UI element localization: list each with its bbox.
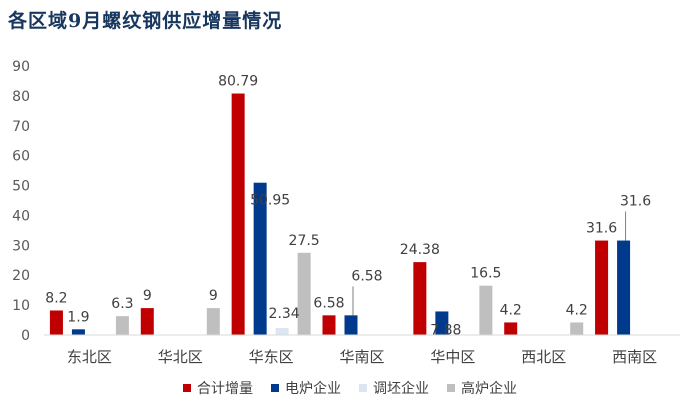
bar (49, 310, 63, 335)
data-label: 80.79 (218, 74, 258, 90)
legend: 合计增量 电炉企业 调坯企业 高炉企业 (0, 378, 700, 398)
bar (231, 93, 245, 335)
y-tick-label: 60 (12, 149, 30, 165)
y-tick-label: 30 (12, 238, 30, 254)
data-label: 9 (209, 288, 218, 304)
legend-label: 调坯企业 (373, 381, 429, 397)
legend-item: 高炉企业 (447, 378, 517, 398)
x-tick-label: 华中区 (430, 348, 475, 366)
y-tick-label: 40 (12, 208, 30, 224)
data-label: 2.34 (269, 306, 300, 322)
y-tick-label: 90 (12, 59, 30, 75)
bar (435, 311, 449, 335)
bar-chart: 0 10 20 30 40 50 60 70 80 90 8.2 9 80.79 6.58 24.38 4.… (12, 59, 680, 366)
data-label: 1.9 (67, 309, 89, 325)
y-tick-label: 0 (21, 328, 30, 344)
y-tick-label: 80 (12, 89, 30, 105)
bar (595, 240, 609, 335)
legend-item: 合计增量 (183, 378, 253, 398)
x-tick-label: 西北区 (521, 348, 566, 366)
bar (297, 252, 311, 335)
x-tick-label: 东北区 (67, 348, 112, 366)
data-label: 4.2 (566, 302, 588, 318)
y-tick-label: 20 (12, 268, 30, 284)
bar (253, 182, 267, 335)
data-label: 31.6 (620, 194, 651, 210)
x-tick-label: 华北区 (158, 348, 203, 366)
legend-item: 调坯企业 (359, 378, 429, 398)
bar (504, 322, 518, 335)
data-label: 6.58 (351, 268, 382, 284)
legend-item: 电炉企业 (271, 378, 341, 398)
bar (322, 315, 336, 335)
bar (570, 322, 584, 335)
y-tick-label: 70 (12, 119, 30, 135)
legend-label: 高炉企业 (461, 381, 517, 397)
legend-swatch (359, 384, 367, 392)
data-label: 7.88 (430, 322, 461, 338)
legend-swatch (183, 384, 191, 392)
bar (479, 285, 493, 335)
data-label: 16.5 (470, 266, 501, 282)
data-label: 4.2 (500, 302, 522, 318)
data-label: 31.6 (586, 221, 617, 237)
x-tick-label: 华东区 (249, 348, 294, 366)
bar (71, 329, 85, 335)
y-tick-label: 50 (12, 179, 30, 195)
data-label: 9 (143, 288, 152, 304)
legend-label: 电炉企业 (285, 381, 341, 397)
bar (413, 262, 427, 335)
legend-swatch (271, 384, 279, 392)
x-tick-label: 华南区 (339, 348, 384, 366)
data-label: 6.58 (313, 295, 344, 311)
data-label: 50.95 (250, 193, 290, 209)
bar (206, 308, 220, 335)
bar (115, 316, 129, 335)
bar (275, 328, 289, 335)
y-tick-label: 10 (12, 298, 30, 314)
bar (344, 315, 358, 335)
legend-swatch (447, 384, 455, 392)
data-label: 8.2 (45, 290, 67, 306)
data-label: 6.3 (111, 296, 133, 312)
x-tick-label: 西南区 (612, 348, 657, 366)
bar (617, 240, 631, 335)
data-label: 27.5 (289, 233, 320, 249)
chart-title: 各区域9月螺纹钢供应增量情况 (8, 10, 283, 32)
data-label: 24.38 (400, 242, 440, 258)
legend-label: 合计增量 (197, 381, 253, 397)
bar (140, 308, 154, 335)
